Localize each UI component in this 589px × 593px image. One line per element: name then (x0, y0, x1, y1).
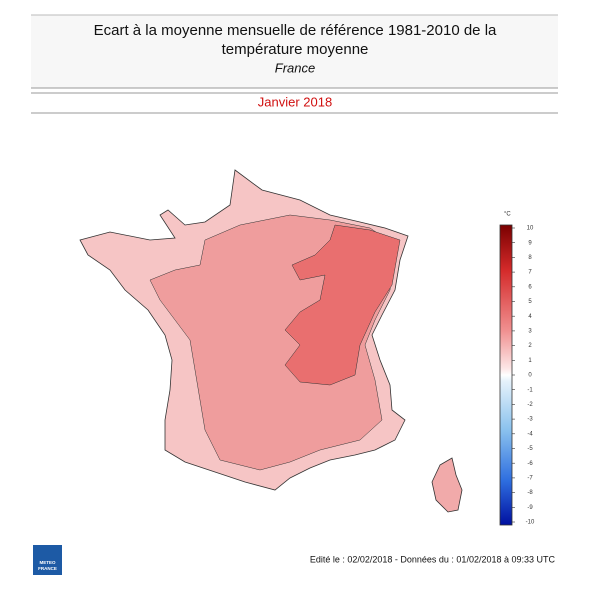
colorbar-label: -8 (527, 490, 533, 496)
zone-warm (284, 224, 401, 386)
colorbar-label: -6 (527, 461, 533, 467)
colorbar-label: 1 (528, 358, 532, 364)
colorbar-label: 2 (528, 343, 532, 349)
colorbar (499, 224, 513, 526)
colorbar-label: -1 (527, 387, 533, 393)
logo (33, 545, 62, 575)
map (79, 169, 463, 513)
colorbar-label: 5 (528, 299, 532, 305)
colorbar-label: 6 (528, 284, 532, 290)
period: Janvier 2018 (258, 94, 332, 109)
colorbar-label: 4 (528, 314, 532, 320)
colorbar-unit: °C (504, 212, 511, 218)
colorbar-label: -10 (526, 520, 535, 526)
colorbar-label: 8 (528, 255, 532, 261)
colorbar-label: -2 (527, 402, 533, 408)
colorbar-label: -4 (527, 431, 533, 437)
subtitle: France (275, 60, 315, 75)
colorbar-label: -5 (527, 446, 533, 452)
title: température moyenne (222, 41, 369, 58)
colorbar-label: -7 (527, 475, 533, 481)
colorbar-label: -9 (527, 505, 533, 511)
logo-text: FRANCE (38, 566, 57, 571)
colorbar-label: 10 (527, 226, 534, 232)
corsica (431, 457, 463, 513)
title: Ecart à la moyenne mensuelle de référenc… (94, 22, 497, 39)
colorbar-label: 9 (528, 240, 532, 246)
colorbar-label: -3 (527, 417, 533, 423)
title-box (31, 15, 558, 88)
colorbar-label: 3 (528, 328, 532, 334)
logo-text: METEO (39, 560, 56, 565)
colorbar-label: 7 (528, 270, 532, 276)
footer: Edité le : 02/02/2018 - Données du : 01/… (310, 554, 556, 564)
colorbar-label: 0 (528, 373, 532, 379)
